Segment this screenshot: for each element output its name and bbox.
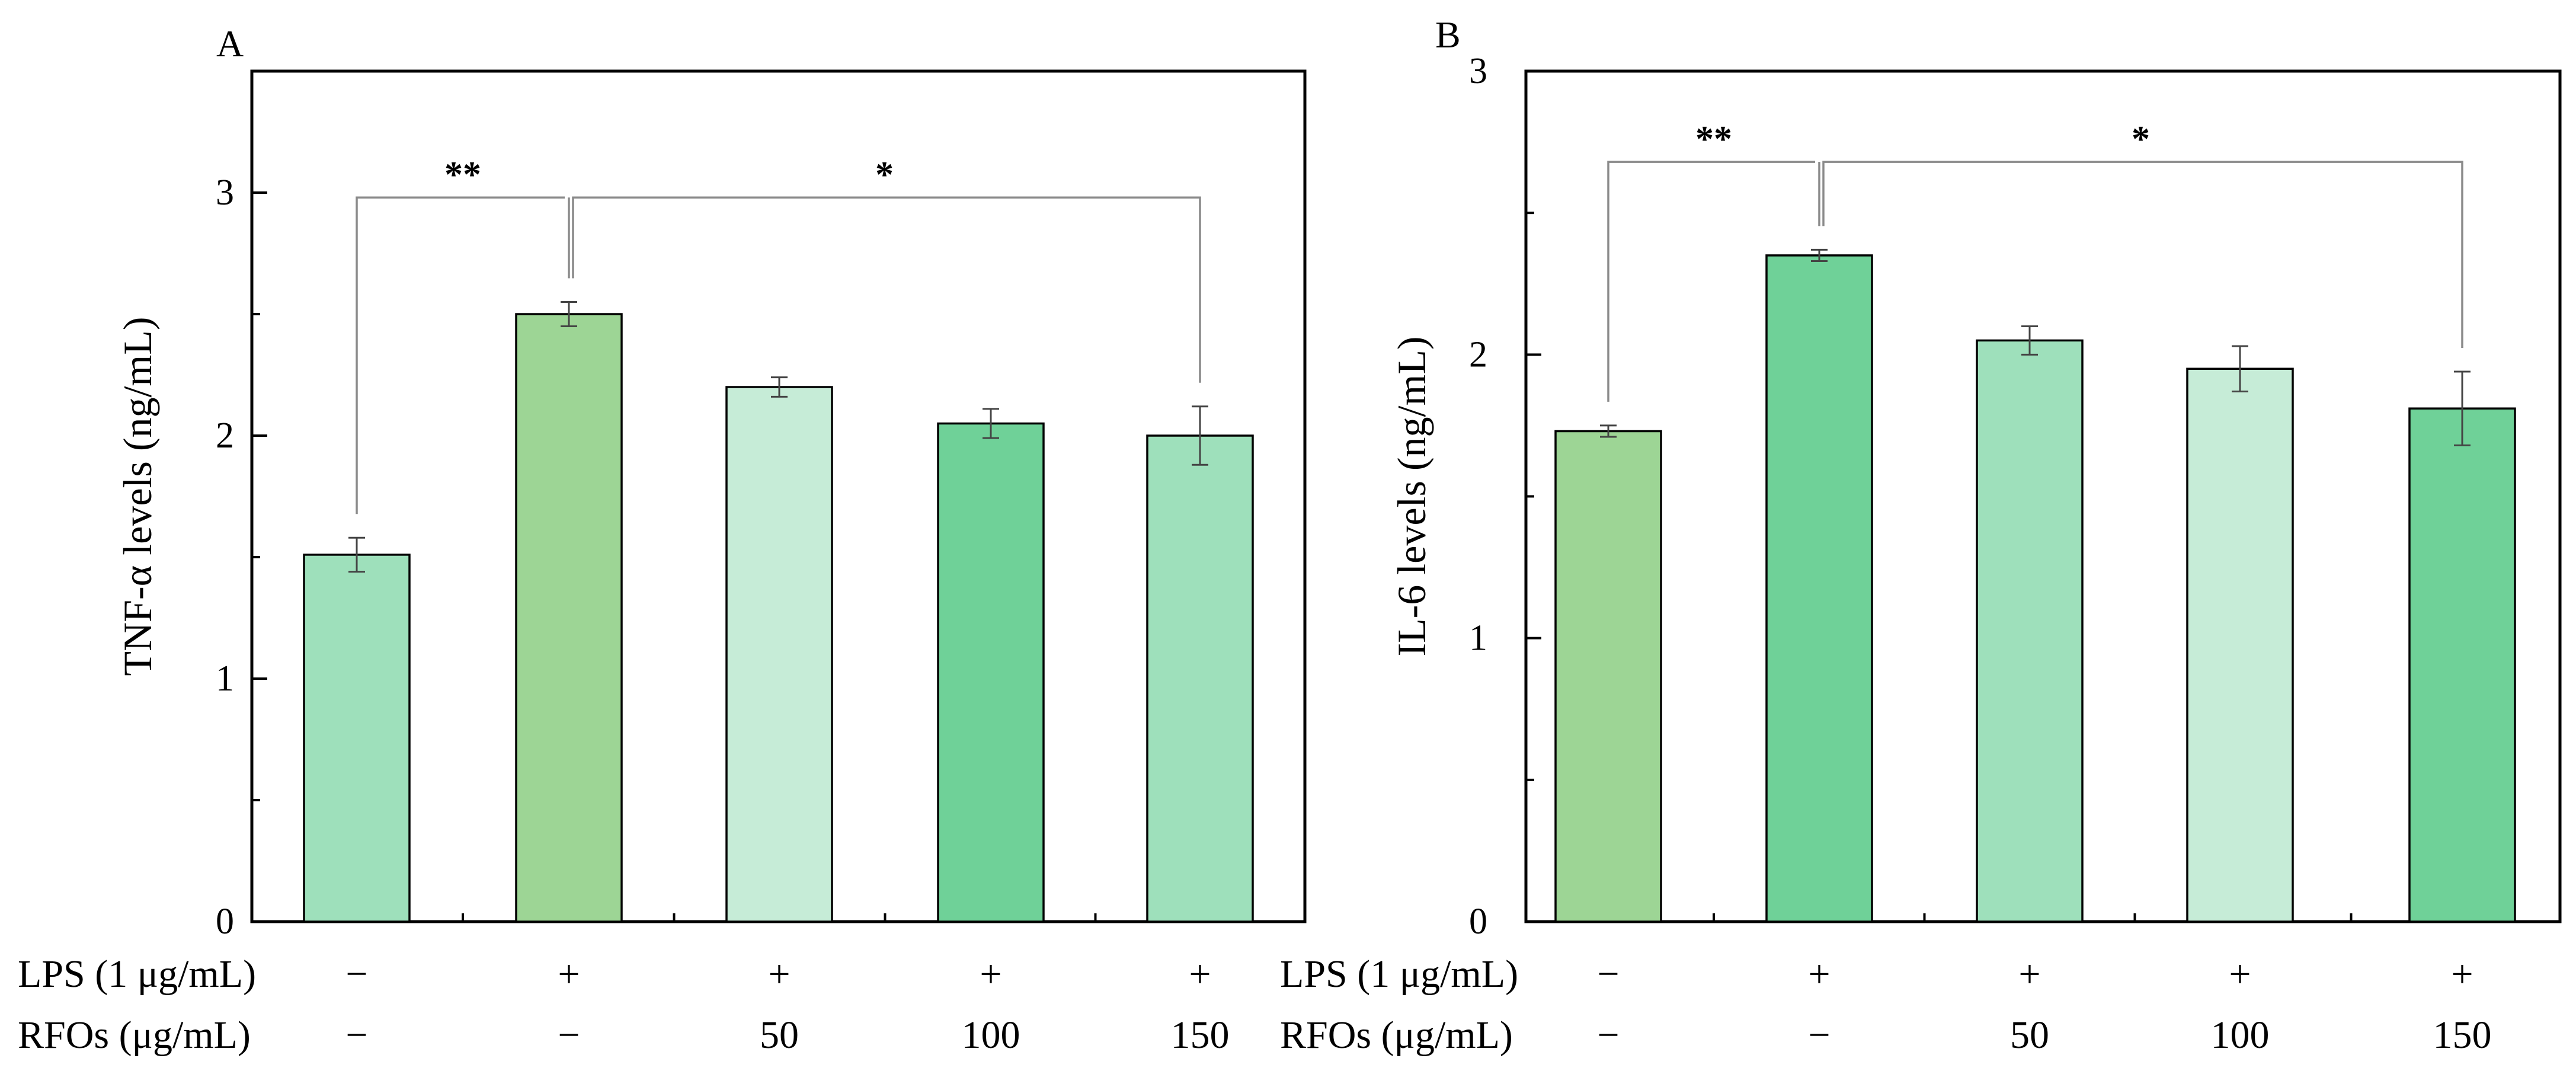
error-bar <box>2232 345 2248 393</box>
y-tick-label: 1 <box>216 658 234 699</box>
treatment-value: + <box>980 952 1001 996</box>
error-bar <box>348 536 365 573</box>
y-axis-label: IL-6 levels (ng/mL) <box>1389 336 1434 656</box>
error-bar <box>983 408 999 439</box>
error-bar <box>2454 370 2471 446</box>
significance-label: * <box>875 155 894 195</box>
treatment-value: + <box>558 952 580 996</box>
treatment-value: 150 <box>2433 1014 2492 1057</box>
treatment-value: + <box>1189 952 1211 996</box>
treatment-value: + <box>2451 952 2473 996</box>
error-bar <box>561 301 577 327</box>
treatment-value: 150 <box>1171 1014 1230 1057</box>
y-tick-label: 1 <box>1469 618 1487 658</box>
treatment-value: 100 <box>962 1014 1020 1057</box>
error-bar <box>1600 424 1617 438</box>
treatment-row-label: RFOs (μg/mL) <box>18 1014 251 1057</box>
y-tick-label: 0 <box>216 901 234 942</box>
treatment-value: + <box>2018 952 2040 996</box>
bracket-line <box>572 196 1201 383</box>
significance-brackets: ** * <box>1607 119 2463 402</box>
treatment-row: LPS (1 μg/mL) − + + + + <box>18 952 1211 996</box>
error-bar <box>1811 248 1828 262</box>
bar <box>937 422 1045 923</box>
significance-label: * <box>2132 119 2150 159</box>
treatment-value: − <box>1808 1014 1830 1057</box>
treatment-value: 50 <box>2010 1014 2049 1057</box>
significance-brackets: ** * <box>356 155 1201 514</box>
bracket-line <box>1607 161 1815 402</box>
bracket-line <box>1822 161 2463 349</box>
significance-label: ** <box>444 155 481 195</box>
bar <box>725 386 833 923</box>
significance-label: ** <box>1695 119 1732 159</box>
bar <box>1146 434 1254 923</box>
treatment-value: + <box>768 952 790 996</box>
treatment-row-label: RFOs (μg/mL) <box>1280 1014 1513 1057</box>
treatment-row: LPS (1 μg/mL) − + + + + <box>1280 952 2473 996</box>
treatment-row-label: LPS (1 μg/mL) <box>18 952 256 996</box>
treatment-row-label: LPS (1 μg/mL) <box>1280 952 1518 996</box>
panel-label: B <box>1435 14 1461 56</box>
error-bar <box>771 376 788 398</box>
bar <box>2186 367 2294 923</box>
treatment-value: − <box>345 1014 367 1057</box>
bar <box>1976 339 2084 923</box>
bar <box>515 313 623 923</box>
bar <box>2408 407 2516 923</box>
y-tick-label: 0 <box>1469 901 1487 942</box>
error-bar <box>1192 405 1208 466</box>
bar <box>1554 430 1662 923</box>
y-tick-label: 2 <box>1469 334 1487 375</box>
bar <box>1765 254 1873 923</box>
treatment-value: + <box>2229 952 2251 996</box>
bracket-line <box>356 196 565 514</box>
treatment-value: − <box>1597 1014 1619 1057</box>
bar <box>303 554 411 923</box>
y-tick-label: 3 <box>1469 51 1487 91</box>
y-axis-label: TNF-α levels (ng/mL) <box>115 317 160 676</box>
treatment-value: 100 <box>2211 1014 2270 1057</box>
treatment-value: − <box>1597 952 1619 996</box>
treatment-value: 50 <box>760 1014 799 1057</box>
treatment-value: − <box>558 1014 580 1057</box>
y-tick-label: 3 <box>216 172 234 213</box>
treatment-row: RFOs (μg/mL) − − 50 100 150 <box>1280 1014 2492 1057</box>
treatment-value: + <box>1808 952 1830 996</box>
treatment-row: RFOs (μg/mL) − − 50 100 150 <box>18 1014 1230 1057</box>
y-tick-label: 2 <box>216 415 234 456</box>
panel-label: A <box>216 23 244 65</box>
error-bar <box>2021 325 2038 356</box>
treatment-value: − <box>345 952 367 996</box>
